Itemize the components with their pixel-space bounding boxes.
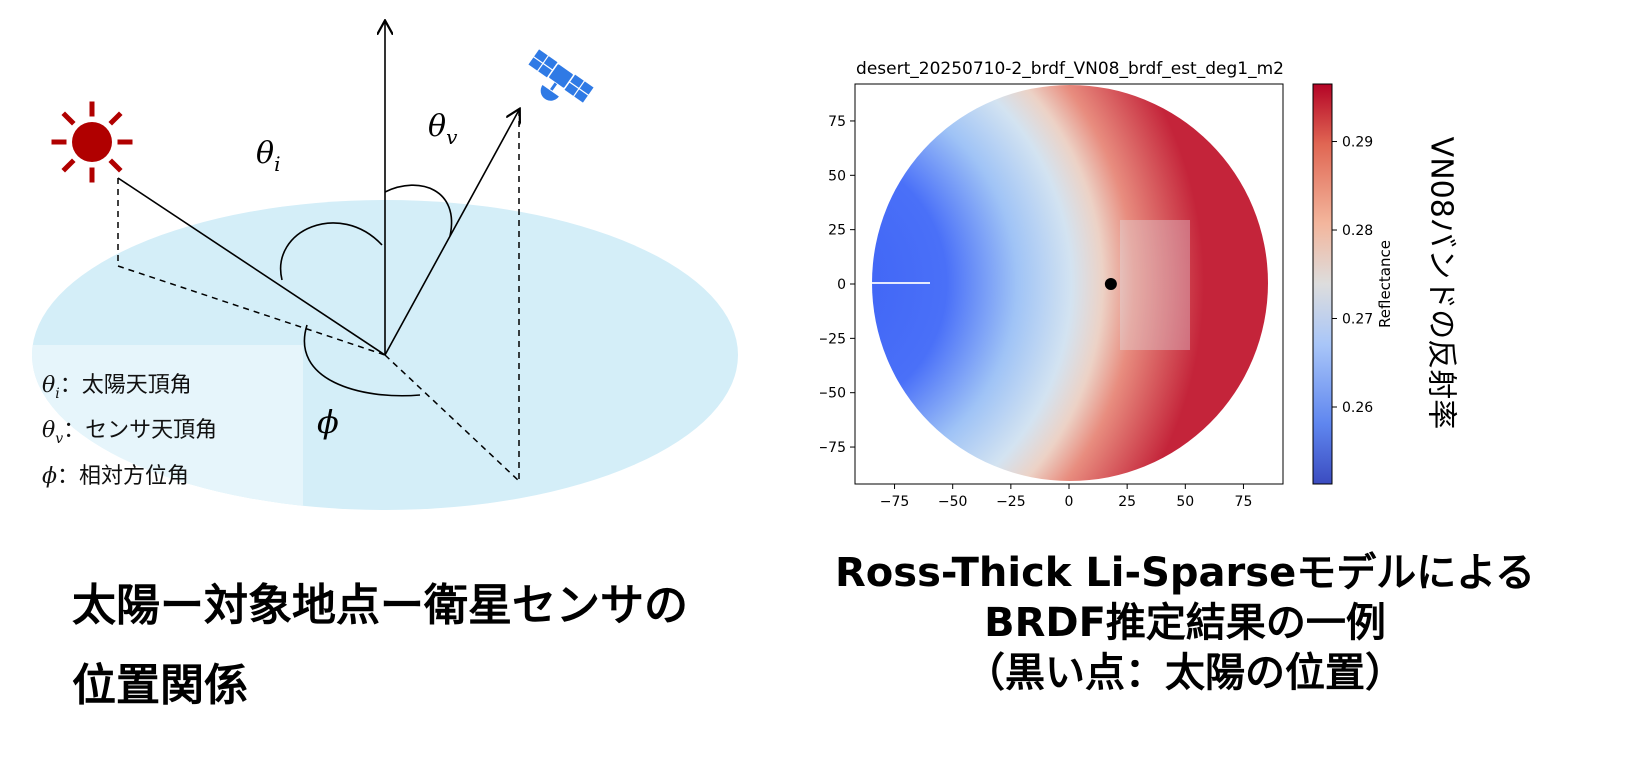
sun-ray: [117, 177, 386, 356]
chart-title: desert_20250710-2_brdf_VN08_brdf_est_deg…: [856, 59, 1284, 79]
brdf-heatmap-figure: desert_20250710-2_brdf_VN08_brdf_est_deg…: [820, 59, 1459, 510]
y-tick-label: 50: [828, 168, 846, 184]
theta-v-arc: [384, 184, 453, 237]
x-tick-label: 25: [1118, 494, 1136, 510]
colorbar-tick-label: 0.29: [1342, 135, 1373, 151]
y-tick-label: −25: [820, 331, 846, 347]
sun-icon: [51, 101, 133, 183]
y-tick-label: 0: [837, 277, 846, 293]
x-tick-label: −75: [880, 494, 910, 510]
colorbar-tick-label: 0.26: [1342, 400, 1373, 416]
brdf-caption-line-1: Ross-Thick Li-Sparseモデルによる: [834, 550, 1536, 596]
view-vector: [384, 110, 519, 356]
band-reflectance-label: VN08バンドの反射率: [1424, 137, 1459, 430]
theta-i-label: θi: [256, 136, 280, 176]
satellite-icon: [526, 47, 596, 105]
brdf-caption-line-3: （黒い点：太陽の位置）: [965, 650, 1405, 696]
sun-position-marker: [1104, 278, 1117, 290]
colorbar-label: Reflectance: [1376, 240, 1394, 328]
brdf-caption: Ross-Thick Li-Sparseモデルによる BRDF推定結果の一例 （…: [815, 548, 1555, 698]
colorbar-tick-label: 0.28: [1342, 223, 1373, 239]
colorbar: [1312, 83, 1333, 485]
y-tick-label: −50: [820, 386, 846, 402]
colorbar-ticks: 0.29 0.28 0.27 0.26: [1332, 135, 1373, 416]
phi-arc: [303, 324, 421, 397]
x-tick-label: 75: [1235, 494, 1253, 510]
sun-ground-projection: [117, 265, 386, 356]
reflectance-disk: [872, 85, 1268, 481]
y-tick-label: −75: [820, 440, 846, 456]
x-tick-label: 0: [1065, 494, 1074, 510]
x-tick-label: −50: [938, 494, 968, 510]
brdf-caption-line-2: BRDF推定結果の一例: [984, 600, 1386, 646]
x-axis-ticks: −75 −50 −25 0 25 50 75: [880, 484, 1253, 510]
x-tick-label: 50: [1176, 494, 1194, 510]
sun-sensor-geometry-diagram: θi θv ϕ θi：太陽天頂角 θv：センサ天頂角 ϕ：相対方位角: [32, 0, 738, 510]
colorbar-tick-label: 0.27: [1342, 312, 1373, 328]
geometry-caption-line-2: 位置関係: [72, 660, 248, 711]
legend-item-theta-v: θv：センサ天頂角: [42, 418, 217, 447]
legend-item-phi: ϕ：相対方位角: [42, 464, 189, 489]
geometry-caption-line-1: 太陽ー対象地点ー衛星センサの: [72, 580, 688, 631]
y-axis-ticks: 75 50 25 0 −25 −50 −75: [820, 114, 855, 456]
phi-label: ϕ: [317, 403, 339, 441]
x-tick-label: −25: [996, 494, 1026, 510]
satellite-ground-projection: [384, 354, 520, 482]
legend-item-theta-i: θi：太陽天頂角: [42, 373, 192, 402]
theta-v-label: θv: [428, 109, 458, 149]
y-tick-label: 25: [828, 223, 846, 239]
y-tick-label: 75: [828, 114, 846, 130]
theta-i-arc: [279, 222, 383, 281]
geometry-caption: 太陽ー対象地点ー衛星センサの 位置関係: [72, 566, 688, 726]
angle-legend: θi：太陽天頂角 θv：センサ天頂角 ϕ：相対方位角: [42, 373, 217, 489]
